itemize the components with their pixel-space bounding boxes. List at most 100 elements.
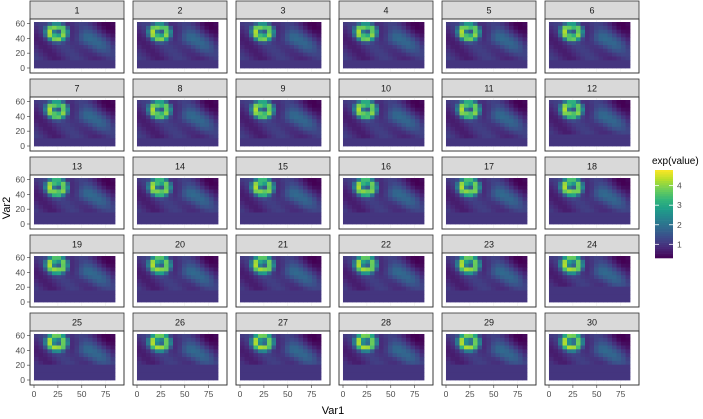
heatmap-cell (397, 111, 402, 116)
heatmap-cell (361, 115, 366, 120)
heatmap-cell (446, 138, 451, 143)
heatmap-cell (464, 204, 469, 210)
heatmap-cell (468, 197, 474, 202)
heatmap-cell (621, 178, 626, 183)
heatmap-cell (262, 48, 268, 54)
heatmap-cell (312, 294, 317, 299)
heatmap-cell (406, 208, 411, 213)
heatmap-cell (65, 56, 71, 61)
heatmap-cell (370, 126, 375, 132)
heatmap-cell (401, 130, 407, 135)
heatmap-cell (567, 22, 572, 27)
heatmap-cell (553, 142, 559, 147)
heatmap-cell (92, 52, 98, 57)
heatmap-cell (316, 111, 322, 116)
heatmap-cell (347, 123, 353, 128)
heatmap-cell (276, 29, 281, 34)
heatmap-cell (276, 216, 281, 221)
heatmap-cell (397, 267, 402, 272)
facet-panel-border (338, 96, 434, 152)
heatmap-cell (316, 189, 322, 194)
heatmap-cell (137, 25, 142, 31)
heatmap-cell (52, 134, 57, 139)
heatmap-cell (195, 29, 201, 34)
heatmap-cell (558, 126, 563, 132)
heatmap-cell (603, 204, 608, 210)
heatmap-cell (289, 204, 295, 210)
heatmap-cell (406, 29, 411, 34)
heatmap-cell (522, 60, 528, 65)
heatmap-cell (419, 126, 425, 132)
heatmap-cell (38, 25, 44, 31)
heatmap-cell (47, 25, 53, 31)
heatmap-cell (312, 138, 317, 143)
heatmap-cell (168, 64, 174, 69)
heatmap-cell (365, 256, 371, 261)
heatmap-cell (343, 189, 348, 194)
heatmap-cell (446, 111, 451, 116)
heatmap-cell (240, 286, 245, 291)
heatmap-cell (410, 60, 416, 65)
heatmap-cell (65, 185, 71, 190)
heatmap-cell (410, 201, 416, 206)
heatmap-cell (141, 107, 147, 112)
heatmap-cell (522, 100, 528, 105)
heatmap-cell (486, 41, 492, 46)
heatmap-cell (258, 256, 263, 261)
heatmap-cell (625, 142, 631, 147)
heatmap-cell (240, 37, 245, 42)
heatmap-cell (352, 286, 357, 291)
heatmap-cell (34, 100, 39, 105)
heatmap-cell (253, 64, 259, 69)
heatmap-cell (159, 208, 165, 213)
heatmap-cell (616, 220, 622, 225)
heatmap-cell (79, 37, 84, 42)
heatmap-cell (486, 111, 492, 116)
heatmap-cell (150, 22, 156, 27)
heatmap-cell (562, 197, 568, 202)
heatmap-cell (594, 197, 599, 202)
heatmap-cell (406, 201, 411, 206)
heatmap-cell (253, 138, 259, 143)
heatmap-cell (562, 208, 568, 213)
heatmap-cell (106, 25, 111, 31)
heatmap-cell (482, 216, 487, 221)
heatmap-cell (562, 178, 568, 183)
heatmap-cell (101, 216, 107, 221)
heatmap-cell (406, 267, 411, 272)
heatmap-cell (598, 130, 604, 135)
heatmap-cell (47, 115, 53, 120)
heatmap-cell (47, 111, 53, 116)
heatmap-cell (141, 25, 147, 31)
heatmap-cell (34, 271, 39, 276)
heatmap-cell (585, 56, 590, 61)
heatmap-cell (406, 138, 411, 143)
heatmap-cell (455, 204, 460, 210)
facet-panel-border (29, 96, 125, 152)
heatmap-cell (249, 138, 254, 143)
heatmap-cell (518, 107, 523, 112)
heatmap-cell (141, 123, 147, 128)
heatmap-cell (79, 189, 84, 194)
heatmap-cell (603, 29, 608, 34)
heatmap-cell (294, 201, 299, 206)
heatmap-cell (191, 279, 196, 284)
heatmap-cell (106, 33, 111, 38)
heatmap-cell (204, 107, 210, 112)
heatmap-cell (343, 111, 348, 116)
heatmap-cell (244, 220, 250, 225)
heatmap-cell (249, 290, 254, 295)
heatmap-cell (347, 282, 353, 288)
heatmap-cell (616, 204, 622, 210)
heatmap-cell (450, 201, 456, 206)
heatmap-cell (397, 64, 402, 69)
heatmap-cell (379, 60, 384, 65)
heatmap-cell (253, 212, 259, 217)
heatmap-cell (74, 37, 80, 42)
heatmap-cell (61, 282, 66, 288)
heatmap-cell (150, 130, 156, 135)
facet-strip-label: 15 (278, 162, 288, 172)
heatmap-cell (491, 25, 496, 31)
heatmap-cell (177, 271, 183, 276)
heatmap-cell (146, 64, 151, 69)
